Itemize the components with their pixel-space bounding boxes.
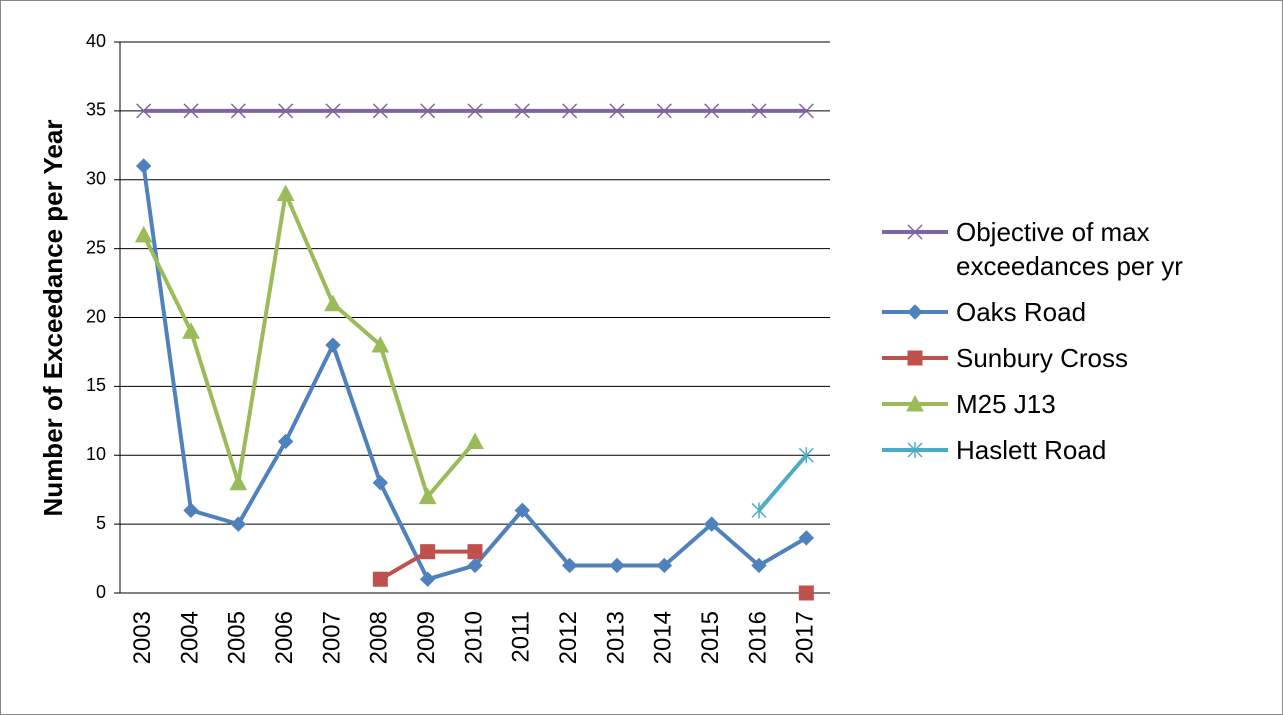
- legend-item: Sunbury Cross: [880, 341, 1280, 375]
- marker: [751, 557, 767, 574]
- legend-label: Oaks Road: [956, 297, 1087, 327]
- marker: [372, 103, 388, 119]
- legend-item: M25 J13: [880, 387, 1280, 421]
- y-tick-label: 25: [86, 237, 106, 257]
- legend-item: Objective of max exceedances per yr: [880, 215, 1280, 283]
- legend-marker: [907, 224, 923, 240]
- marker: [703, 516, 720, 532]
- marker: [420, 544, 436, 560]
- legend-marker: [907, 350, 923, 366]
- marker: [704, 103, 720, 119]
- marker: [514, 502, 531, 519]
- x-tick-label: 2011: [508, 611, 535, 663]
- x-tick-label: 2017: [792, 611, 819, 664]
- x-tick-label: 2006: [271, 611, 298, 664]
- marker: [420, 103, 436, 119]
- y-tick-label: 5: [96, 513, 106, 533]
- marker: [229, 473, 248, 491]
- marker: [135, 158, 152, 174]
- marker: [418, 487, 437, 505]
- marker: [467, 103, 483, 119]
- series-line: [141, 191, 477, 499]
- x-tick-label: 2014: [650, 611, 677, 664]
- legend-label: Haslett Road: [956, 435, 1107, 465]
- legend-swatch: [882, 304, 948, 320]
- marker: [609, 557, 625, 574]
- marker: [230, 516, 247, 532]
- legend-label: M25 J13: [956, 389, 1056, 419]
- legend-item: Haslett Road: [880, 433, 1280, 467]
- y-tick-label: 40: [86, 31, 106, 51]
- x-tick-label: 2012: [555, 611, 582, 664]
- marker: [467, 544, 483, 560]
- x-tick-label: 2007: [318, 611, 345, 664]
- legend-item: Oaks Road: [880, 295, 1280, 329]
- marker: [325, 103, 341, 119]
- marker: [561, 557, 578, 574]
- marker: [277, 433, 294, 450]
- marker: [276, 184, 295, 202]
- y-tick-label: 20: [86, 306, 106, 326]
- marker: [371, 335, 390, 353]
- x-tick-label: 2013: [602, 611, 629, 664]
- marker: [372, 571, 388, 587]
- marker: [325, 337, 341, 353]
- marker: [514, 103, 530, 119]
- marker: [466, 432, 484, 449]
- legend-swatch: [882, 350, 948, 366]
- marker: [656, 557, 673, 574]
- y-tick-label: 15: [86, 375, 106, 395]
- x-tick-label: 2015: [697, 611, 724, 664]
- x-tick-label: 2016: [744, 611, 771, 664]
- legend-marker: [907, 442, 923, 458]
- x-tick-label: 2004: [176, 611, 203, 664]
- marker: [182, 322, 200, 339]
- y-axis-label: Number of Exceedance per Year: [38, 120, 68, 517]
- y-tick-label: 0: [96, 582, 106, 602]
- x-tick-label: 2009: [413, 611, 440, 664]
- marker: [183, 502, 199, 519]
- marker: [467, 557, 483, 574]
- marker: [278, 103, 294, 119]
- marker: [562, 103, 578, 119]
- y-tick-label: 10: [86, 444, 106, 464]
- marker: [751, 502, 767, 519]
- marker: [136, 103, 152, 119]
- legend-label: Objective of max exceedances per yr: [956, 217, 1183, 281]
- marker: [230, 103, 246, 119]
- marker: [183, 103, 199, 119]
- marker: [798, 103, 814, 119]
- legend-label: Sunbury Cross: [956, 343, 1128, 373]
- marker: [372, 475, 389, 491]
- marker: [134, 225, 153, 243]
- legend-marker: [906, 394, 924, 412]
- marker: [609, 103, 625, 119]
- marker: [324, 294, 342, 312]
- legend-swatch: [882, 224, 948, 240]
- x-tick-label: 2008: [366, 611, 393, 664]
- marker: [798, 447, 814, 464]
- marker: [798, 585, 814, 601]
- marker: [656, 103, 672, 119]
- legend-swatch: [882, 442, 948, 458]
- marker: [798, 530, 815, 546]
- legend: Objective of max exceedances per yr Oaks …: [880, 215, 1280, 479]
- x-tick-label: 2010: [460, 611, 487, 664]
- y-tick-label: 30: [86, 169, 106, 189]
- series-line: [757, 453, 808, 512]
- legend-marker: [907, 304, 923, 320]
- y-tick-label: 35: [86, 100, 106, 120]
- marker: [751, 103, 767, 119]
- marker: [419, 571, 436, 587]
- legend-swatch: [882, 394, 948, 412]
- x-tick-label: 2005: [224, 611, 251, 664]
- x-tick-label: 2003: [129, 611, 156, 664]
